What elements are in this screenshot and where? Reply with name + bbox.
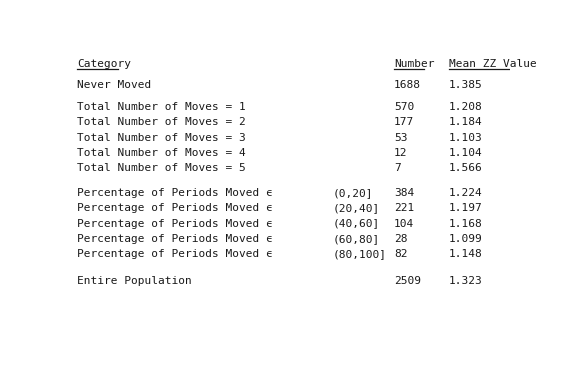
- Text: Total Number of Moves = 1: Total Number of Moves = 1: [78, 102, 246, 112]
- Text: 2509: 2509: [394, 276, 421, 286]
- Text: Percentage of Periods Moved ϵ: Percentage of Periods Moved ϵ: [78, 234, 273, 244]
- Text: 53: 53: [394, 133, 407, 143]
- Text: Percentage of Periods Moved ϵ: Percentage of Periods Moved ϵ: [78, 249, 273, 259]
- Text: Total Number of Moves = 4: Total Number of Moves = 4: [78, 148, 246, 158]
- Text: 177: 177: [394, 117, 414, 127]
- Text: (40,60]: (40,60]: [332, 219, 379, 229]
- Text: (20,40]: (20,40]: [332, 203, 379, 213]
- Text: 1.104: 1.104: [449, 148, 483, 158]
- Text: 1.099: 1.099: [449, 234, 483, 244]
- Text: 1.385: 1.385: [449, 80, 483, 90]
- Text: 384: 384: [394, 188, 414, 198]
- Text: Percentage of Periods Moved ϵ: Percentage of Periods Moved ϵ: [78, 203, 273, 213]
- Text: Percentage of Periods Moved ϵ: Percentage of Periods Moved ϵ: [78, 219, 273, 229]
- Text: 1.148: 1.148: [449, 249, 483, 259]
- Text: Number: Number: [394, 59, 434, 69]
- Text: Category: Category: [78, 59, 132, 69]
- Text: 1.168: 1.168: [449, 219, 483, 229]
- Text: Total Number of Moves = 5: Total Number of Moves = 5: [78, 163, 246, 173]
- Text: 28: 28: [394, 234, 407, 244]
- Text: 82: 82: [394, 249, 407, 259]
- Text: 221: 221: [394, 203, 414, 213]
- Text: 1.566: 1.566: [449, 163, 483, 173]
- Text: 7: 7: [394, 163, 401, 173]
- Text: Percentage of Periods Moved ϵ: Percentage of Periods Moved ϵ: [78, 188, 273, 198]
- Text: (80,100]: (80,100]: [332, 249, 386, 259]
- Text: 1.323: 1.323: [449, 276, 483, 286]
- Text: 1688: 1688: [394, 80, 421, 90]
- Text: 1.197: 1.197: [449, 203, 483, 213]
- Text: 570: 570: [394, 102, 414, 112]
- Text: 12: 12: [394, 148, 407, 158]
- Text: 1.103: 1.103: [449, 133, 483, 143]
- Text: 104: 104: [394, 219, 414, 229]
- Text: (0,20]: (0,20]: [332, 188, 373, 198]
- Text: Total Number of Moves = 3: Total Number of Moves = 3: [78, 133, 246, 143]
- Text: (60,80]: (60,80]: [332, 234, 379, 244]
- Text: 1.184: 1.184: [449, 117, 483, 127]
- Text: Mean ZZ Value: Mean ZZ Value: [449, 59, 536, 69]
- Text: Total Number of Moves = 2: Total Number of Moves = 2: [78, 117, 246, 127]
- Text: 1.224: 1.224: [449, 188, 483, 198]
- Text: 1.208: 1.208: [449, 102, 483, 112]
- Text: Never Moved: Never Moved: [78, 80, 152, 90]
- Text: Entire Population: Entire Population: [78, 276, 192, 286]
